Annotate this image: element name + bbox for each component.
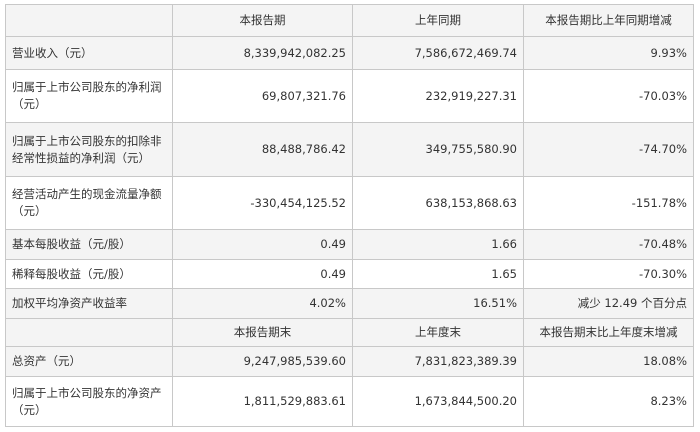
current-period-value: 8,339,942,082.25 [172,36,353,70]
row-label: 基本每股收益（元/股） [5,229,173,260]
table-row: 归属于上市公司股东的扣除非经常性损益的净利润（元） 88,488,786.42 … [5,122,694,177]
change-value: 减少 12.49 个百分点 [523,288,694,319]
change-value: -70.30% [523,259,694,289]
current-period-value: 88,488,786.42 [172,122,353,177]
period-end-value: 9,247,985,539.60 [172,346,353,377]
current-period-value: -330,454,125.52 [172,176,353,230]
column-header-prior-year-period: 上年同期 [352,4,524,37]
row-label: 归属于上市公司股东的净资产（元） [5,376,173,427]
period-end-value: 1,811,529,883.61 [172,376,353,427]
prior-period-value: 1.65 [352,259,524,289]
table-row: 加权平均净资产收益率 4.02% 16.51% 减少 12.49 个百分点 [5,288,694,319]
column-header-period-end: 本报告期末 [172,318,353,347]
prior-period-value: 349,755,580.90 [352,122,524,177]
row-label: 加权平均净资产收益率 [5,288,173,319]
prior-year-end-value: 1,673,844,500.20 [352,376,524,427]
table-header-row: 本报告期 上年同期 本报告期比上年同期增减 [5,4,694,37]
table-row: 稀释每股收益（元/股） 0.49 1.65 -70.30% [5,259,694,289]
column-header-prior-year-end: 上年度末 [352,318,524,347]
row-label: 稀释每股收益（元/股） [5,259,173,289]
header-blank-cell [5,4,173,37]
row-label: 经营活动产生的现金流量净额（元） [5,176,173,230]
subheader-blank-cell [5,318,173,347]
table-row: 营业收入（元） 8,339,942,082.25 7,586,672,469.7… [5,36,694,70]
table-row: 归属于上市公司股东的净利润（元） 69,807,321.76 232,919,2… [5,69,694,123]
prior-period-value: 16.51% [352,288,524,319]
column-header-current-period: 本报告期 [172,4,353,37]
table-row: 归属于上市公司股东的净资产（元） 1,811,529,883.61 1,673,… [5,376,694,427]
row-label: 营业收入（元） [5,36,173,70]
column-header-period-change: 本报告期比上年同期增减 [523,4,694,37]
current-period-value: 69,807,321.76 [172,69,353,123]
current-period-value: 0.49 [172,229,353,260]
current-period-value: 4.02% [172,288,353,319]
change-value: -151.78% [523,176,694,230]
prior-year-end-value: 7,831,823,389.39 [352,346,524,377]
prior-period-value: 232,919,227.31 [352,69,524,123]
change-value: -74.70% [523,122,694,177]
change-value: 18.08% [523,346,694,377]
change-value: -70.03% [523,69,694,123]
table-subheader-row: 本报告期末 上年度末 本报告期末比上年度末增减 [5,318,694,347]
prior-period-value: 638,153,868.63 [352,176,524,230]
current-period-value: 0.49 [172,259,353,289]
table-row: 经营活动产生的现金流量净额（元） -330,454,125.52 638,153… [5,176,694,230]
change-value: 8.23% [523,376,694,427]
change-value: 9.93% [523,36,694,70]
table-row: 总资产（元） 9,247,985,539.60 7,831,823,389.39… [5,346,694,377]
column-header-year-end-change: 本报告期末比上年度末增减 [523,318,694,347]
prior-period-value: 7,586,672,469.74 [352,36,524,70]
row-label: 归属于上市公司股东的扣除非经常性损益的净利润（元） [5,122,173,177]
row-label: 归属于上市公司股东的净利润（元） [5,69,173,123]
financial-summary-table: 本报告期 上年同期 本报告期比上年同期增减 营业收入（元） 8,339,942,… [5,4,694,427]
change-value: -70.48% [523,229,694,260]
table-row: 基本每股收益（元/股） 0.49 1.66 -70.48% [5,229,694,260]
row-label: 总资产（元） [5,346,173,377]
prior-period-value: 1.66 [352,229,524,260]
